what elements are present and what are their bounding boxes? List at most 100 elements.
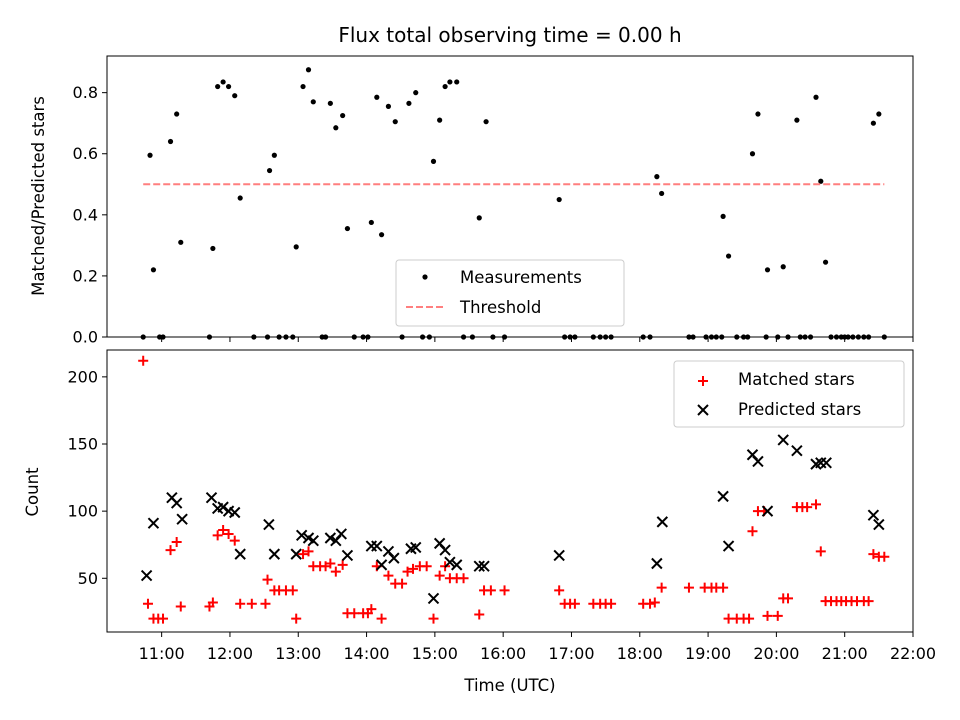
predicted-stars-point [656,516,669,528]
x-tick-label: 15:00 [412,644,458,663]
measurement-point [654,174,660,180]
bottom-plot-frame [106,349,914,633]
predicted-stars-point [473,560,485,572]
matched-stars-point [421,561,432,572]
x-tick-label: 18:00 [617,644,663,663]
measurement-point [237,195,243,201]
bottom-y-tick-label: 150 [67,435,98,454]
measurement-point [870,120,876,126]
bottom-y-tick-label: 50 [78,569,98,588]
predicted-stars-point [761,505,774,517]
predicted-stars-point [427,592,440,605]
measurement-point [780,264,786,270]
measurement-point [442,83,448,90]
matched-stars-point [772,610,783,621]
measurement-point [378,232,385,238]
measurement-point [266,167,273,174]
measurement-point [305,67,312,73]
chart-marks: 0.0 0.2 0.4 0.6 0.8 50 100 150 200 11:00 12:00 13:0… [67,55,936,663]
predicted-stars-point [176,513,188,525]
matched-stars-point [303,546,314,557]
matched-stars-point [499,585,510,596]
top-chart-title: Flux total observing time = 0.00 h [338,23,681,47]
predicted-stars-point [722,540,735,552]
matched-stars-point [212,530,223,541]
x-tick-label: 14:00 [344,644,390,663]
predicted-stars-point [388,552,400,564]
matched-stars-point [747,526,758,537]
matched-stars-point [287,585,298,596]
measurement-point [659,190,665,197]
bottom-x-axis-label: Time (UTC) [463,676,555,695]
matched-stars-point [458,573,469,584]
matched-stars-point [171,537,182,548]
matched-stars-point [142,598,153,609]
bottom-legend-box [673,360,905,428]
measurement-point [556,196,562,203]
predicted-stars-point [752,455,764,468]
predicted-stars-point [439,544,451,556]
matched-stars-point [783,593,794,604]
measurement-point [725,253,732,259]
measurement-point [340,112,346,119]
predicted-stars-point [553,549,565,562]
measurement-point [764,267,771,273]
x-tick-label: 22:00 [890,644,936,663]
predicted-stars-point [170,497,183,509]
matched-stars-point [291,613,302,624]
measurement-point [344,225,351,232]
matched-stars-point [649,597,660,608]
predicted-stars-point [307,534,319,547]
predicted-stars-point [873,518,885,531]
matched-stars-point [718,582,729,593]
matched-stars-point [744,613,755,624]
legend-predicted-label: Predicted stars [738,400,861,419]
measurement-point [406,100,412,106]
matched-stars-point [223,528,234,539]
matched-stars-point [868,549,879,560]
matched-stars-point [383,570,394,581]
measurement-point [818,178,824,184]
matched-stars-point [606,598,617,609]
x-tick-label: 17:00 [548,644,594,663]
matched-stars-point [863,596,874,607]
matched-stars-point [330,566,341,577]
x-tick-label: 21:00 [822,644,868,663]
predicted-stars-point [290,548,302,560]
measurement-point [413,90,419,96]
matched-stars-point [402,566,413,577]
matched-stars-point [138,355,149,366]
measurement-point [225,83,232,90]
measurement-point [437,117,443,123]
matched-stars-point [175,601,186,612]
bottom-y-axis-label: Count [23,467,42,517]
legend-measurements-label: Measurements [460,268,582,287]
predicted-stars-point [205,492,218,504]
x-tick-label: 20:00 [753,644,799,663]
predicted-stars-point [410,541,422,554]
matched-stars-point [349,608,360,619]
predicted-stars-point [324,532,337,544]
legend-threshold-label: Threshold [459,298,541,317]
matched-stars-point [325,558,336,569]
predicted-stars-point [295,529,308,542]
matched-stars-point [408,563,419,574]
predicted-stars-point [791,445,803,457]
predicted-stars-point [263,518,275,531]
predicted-stars-point [375,559,388,571]
top-y-tick-label: 0.4 [73,205,98,224]
top-y-tick-label: 0.6 [73,144,98,163]
measurement-point [150,267,157,273]
bottom-y-tick-label: 100 [67,502,98,521]
measurement-point [483,119,489,125]
measurement-point [310,99,316,105]
legend-measurements-marker [422,274,428,280]
x-tick-label: 16:00 [480,644,526,663]
predicted-stars-point [444,556,456,568]
predicted-stars-point [717,490,729,503]
measurement-point [300,83,306,90]
matched-stars-point [434,570,445,581]
measurement-point [333,125,339,131]
measurement-point [368,219,374,226]
